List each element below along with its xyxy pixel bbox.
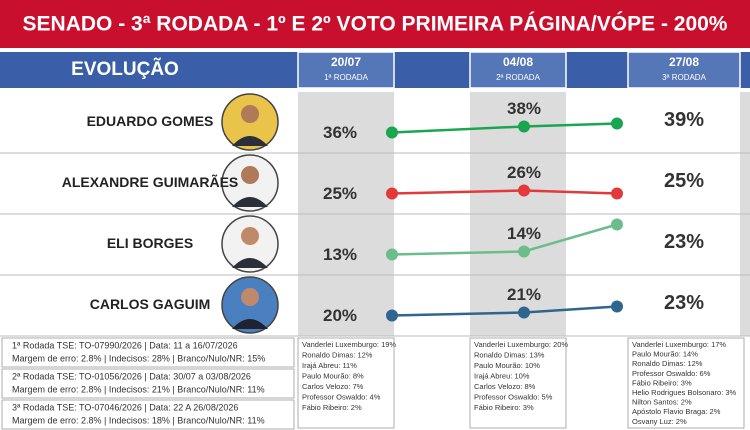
other-candidate: Vanderlei Luxemburgo: 19%	[302, 340, 396, 349]
other-candidate: Ronaldo Dimas: 13%	[474, 350, 545, 359]
value-label: 26%	[507, 163, 541, 182]
candidate-name: EDUARDO GOMES	[87, 113, 214, 129]
candidate-name: CARLOS GAGUIM	[90, 296, 211, 312]
data-point	[518, 245, 530, 258]
candidate-name: ALEXANDRE GUIMARÃES	[62, 173, 239, 190]
photo	[221, 276, 279, 334]
footnote-line: Margem de erro: 2.8% | Indecisos: 28% | …	[12, 353, 265, 363]
data-point	[386, 126, 398, 139]
photo	[221, 154, 279, 212]
data-point	[611, 300, 623, 313]
candidate-name: ELI BORGES	[107, 235, 193, 251]
others-box	[297, 337, 395, 429]
title-bar	[0, 0, 750, 48]
category-subtitle: 3ª RODADA	[662, 73, 707, 82]
photo	[221, 215, 279, 273]
category-label: 20/07	[331, 55, 361, 69]
data-point	[386, 187, 398, 200]
category-label: 27/08	[669, 55, 699, 69]
value-label: 23%	[664, 231, 704, 253]
other-candidate: Paulo Mourão: 14%	[632, 350, 698, 359]
chart-title: EVOLUÇÃO	[71, 58, 179, 80]
data-point	[386, 248, 398, 261]
page-title: SENADO - 3ª RODADA - 1º E 2º VOTO PRIMEI…	[23, 12, 728, 36]
header-cell	[627, 51, 741, 89]
value-label: 39%	[664, 109, 704, 131]
footnote-box	[1, 368, 295, 399]
photos	[221, 93, 279, 334]
other-candidate: Nilton Santos: 2%	[632, 398, 692, 407]
data-point	[518, 184, 530, 197]
other-candidate: Fábio Ribeiro: 3%	[474, 403, 534, 412]
others-box	[627, 337, 745, 429]
category-subtitle: 2ª RODADA	[496, 73, 541, 82]
value-label: 20%	[323, 306, 357, 325]
category-subtitle: 1ª RODADA	[324, 73, 369, 82]
footnote-box	[1, 337, 295, 368]
data-point	[386, 309, 398, 322]
other-candidate: Carlos Velozo: 8%	[474, 382, 536, 391]
value-label: 25%	[664, 170, 704, 192]
value-label: 23%	[664, 292, 704, 314]
data-point	[611, 218, 623, 231]
value-label: 13%	[323, 245, 357, 264]
other-candidate: Helio Rodrigues Bolsonaro: 3%	[632, 388, 737, 397]
others-box	[469, 337, 567, 429]
data-point	[611, 187, 623, 200]
other-candidate: Ronaldo Dimas: 12%	[632, 359, 703, 368]
value-label: 36%	[323, 123, 357, 142]
other-candidate: Vanderlei Luxemburgo: 20%	[474, 340, 568, 349]
other-candidate: Apóstolo Flavio Braga: 2%	[632, 407, 721, 416]
other-candidate: Irajá Abreu: 10%	[474, 371, 530, 380]
other-candidate: Professor Oswaldo: 5%	[474, 392, 553, 401]
category-label: 04/08	[503, 55, 533, 69]
other-candidate: Paulo Mourão: 10%	[474, 361, 540, 370]
header-cell	[469, 51, 567, 89]
footnote-line: 3ª Rodada TSE: TO-07046/2026 | Data: 22 …	[12, 402, 238, 412]
footnote-line: 1ª Rodada TSE: TO-07990/2026 | Data: 11 …	[12, 340, 238, 350]
footnote-box	[1, 399, 295, 430]
other-candidate: Carlos Velozo: 7%	[302, 382, 364, 391]
footnote-line: 2ª Rodada TSE: TO-01056/2026 | Data: 30/…	[12, 371, 251, 381]
footnote-line: Margem de erro: 2.8% | Indecisos: 18% | …	[12, 415, 265, 425]
photo	[221, 93, 279, 151]
value-label: 38%	[507, 99, 541, 118]
other-candidate: Osvany Luz: 2%	[632, 417, 687, 426]
other-candidate: Fábio Ribeiro: 3%	[632, 378, 692, 387]
other-candidate: Paulo Mourão: 8%	[302, 371, 364, 380]
data-point	[611, 117, 623, 130]
value-label: 14%	[507, 224, 541, 243]
data-point	[518, 120, 530, 133]
other-candidate: Ronaldo Dimas: 12%	[302, 350, 373, 359]
value-label: 21%	[507, 285, 541, 304]
other-candidate: Professor Oswaldo: 4%	[302, 392, 381, 401]
value-label: 25%	[323, 184, 357, 203]
other-candidate: Fábio Ribeiro: 2%	[302, 403, 362, 412]
other-candidate: Professor Oswaldo: 6%	[632, 369, 711, 378]
other-candidate: Irajá Abreu: 11%	[302, 361, 357, 370]
other-candidate: Vanderlei Luxemburgo: 17%	[632, 340, 726, 349]
data-point	[518, 306, 530, 319]
header-cell	[297, 51, 395, 89]
footnote-line: Margem de erro: 2.8% | Indecisos: 21% | …	[12, 384, 265, 394]
